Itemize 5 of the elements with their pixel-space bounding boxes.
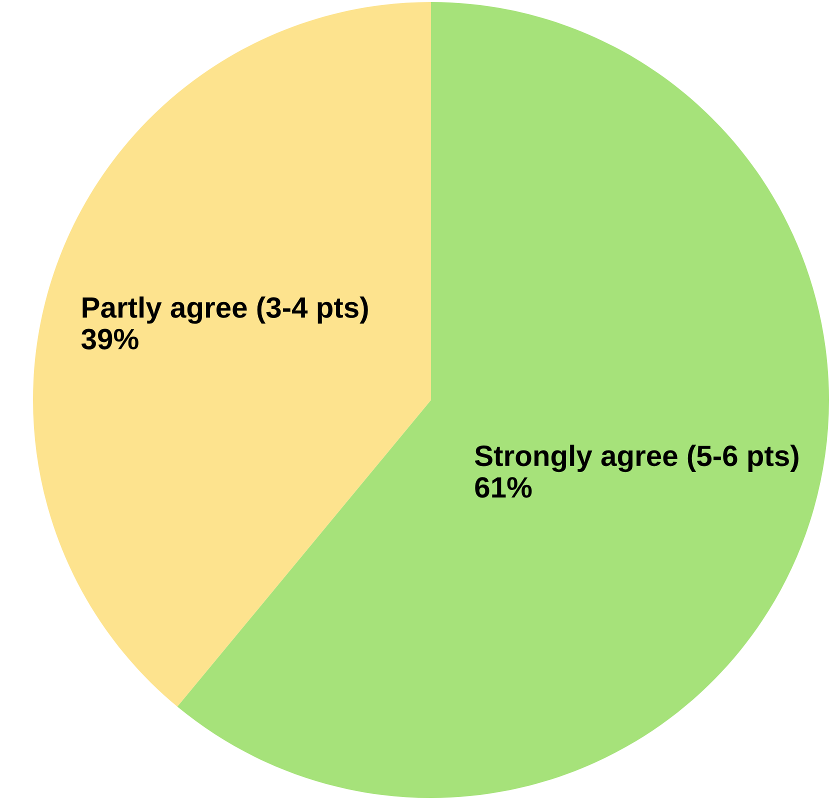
slice-label: Strongly agree (5-6 pts) <box>474 444 798 472</box>
data-label: 39% <box>81 328 138 350</box>
slice-label: Partly agree (3-4 pts) <box>82 296 368 324</box>
pie-slice <box>33 2 431 707</box>
data-label: 61% <box>475 477 532 498</box>
